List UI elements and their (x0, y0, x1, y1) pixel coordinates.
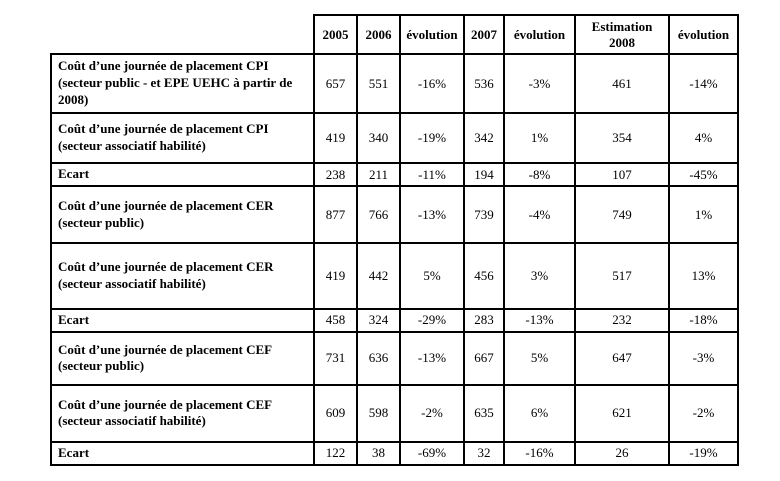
row-label: Ecart (50, 162, 315, 187)
value-cell: -3% (503, 53, 576, 114)
value-cell: 461 (574, 53, 670, 114)
value-cell: -16% (399, 53, 465, 114)
value-cell: -13% (399, 185, 465, 244)
value-cell: 749 (574, 185, 670, 244)
value-cell: 456 (463, 242, 505, 310)
value-cell: 621 (574, 383, 670, 443)
corner-cell (51, 15, 314, 54)
value-cell: -13% (503, 308, 576, 333)
value-cell: 324 (356, 308, 401, 333)
value-cell: 609 (313, 383, 358, 443)
value-cell: 739 (463, 185, 505, 244)
value-cell: -13% (399, 330, 465, 386)
value-cell: -29% (399, 308, 465, 333)
value-cell: -2% (399, 383, 465, 443)
value-cell: 5% (399, 242, 465, 310)
header-cell-2007: 2007 (463, 14, 505, 55)
value-cell: -19% (399, 112, 465, 164)
value-cell: 647 (574, 330, 670, 386)
table-row: Coût d’une journée de placement CER (sec… (50, 242, 739, 310)
value-cell: -19% (668, 440, 739, 466)
value-cell: -18% (668, 308, 739, 333)
value-cell: 211 (356, 162, 401, 187)
header-row: 2005 2006 évolution 2007 évolution Estim… (51, 14, 739, 55)
placement-cost-table: 2005 2006 évolution 2007 évolution Estim… (50, 14, 739, 466)
table-row: Coût d’une journée de placement CER (sec… (50, 185, 739, 244)
value-cell: 766 (356, 185, 401, 244)
header-cell-evolution-3: évolution (668, 14, 739, 55)
value-cell: 419 (313, 242, 358, 310)
value-cell: 38 (356, 440, 401, 466)
table-row: Coût d’une journée de placement CEF (sec… (50, 330, 739, 386)
value-cell: 5% (503, 330, 576, 386)
value-cell: 1% (668, 185, 739, 244)
value-cell: 4% (668, 112, 739, 164)
table-body: Coût d’une journée de placement CPI (sec… (50, 53, 739, 466)
value-cell: 283 (463, 308, 505, 333)
value-cell: 667 (463, 330, 505, 386)
value-cell: 6% (503, 383, 576, 443)
value-cell: -45% (668, 162, 739, 187)
value-cell: 3% (503, 242, 576, 310)
row-label: Coût d’une journée de placement CER (sec… (50, 185, 315, 244)
value-cell: 636 (356, 330, 401, 386)
value-cell: 1% (503, 112, 576, 164)
value-cell: -69% (399, 440, 465, 466)
value-cell: 232 (574, 308, 670, 333)
value-cell: 354 (574, 112, 670, 164)
value-cell: 194 (463, 162, 505, 187)
value-cell: 26 (574, 440, 670, 466)
table-row: Coût d’une journée de placement CPI (sec… (50, 53, 739, 114)
header-cell-estimation-2008: Estimation 2008 (574, 14, 670, 55)
row-label: Coût d’une journée de placement CPI (sec… (50, 112, 315, 164)
value-cell: 458 (313, 308, 358, 333)
header-cell-2005: 2005 (313, 14, 358, 55)
ecart-row: Ecart 458 324 -29% 283 -13% 232 -18% (50, 308, 739, 333)
value-cell: -14% (668, 53, 739, 114)
value-cell: 419 (313, 112, 358, 164)
value-cell: 238 (313, 162, 358, 187)
ecart-row: Ecart 238 211 -11% 194 -8% 107 -45% (50, 162, 739, 187)
row-label: Coût d’une journée de placement CEF (sec… (50, 383, 315, 443)
value-cell: 598 (356, 383, 401, 443)
value-cell: -2% (668, 383, 739, 443)
header-cell-evolution-1: évolution (399, 14, 465, 55)
value-cell: -8% (503, 162, 576, 187)
value-cell: 517 (574, 242, 670, 310)
value-cell: 731 (313, 330, 358, 386)
value-cell: -11% (399, 162, 465, 187)
value-cell: 342 (463, 112, 505, 164)
value-cell: 107 (574, 162, 670, 187)
value-cell: 635 (463, 383, 505, 443)
table-row: Coût d’une journée de placement CPI (sec… (50, 112, 739, 164)
value-cell: 536 (463, 53, 505, 114)
value-cell: 442 (356, 242, 401, 310)
row-label: Coût d’une journée de placement CER (sec… (50, 242, 315, 310)
value-cell: 657 (313, 53, 358, 114)
value-cell: 340 (356, 112, 401, 164)
value-cell: 32 (463, 440, 505, 466)
ecart-row: Ecart 122 38 -69% 32 -16% 26 -19% (50, 440, 739, 466)
value-cell: 13% (668, 242, 739, 310)
header-cell-evolution-2: évolution (503, 14, 576, 55)
row-label: Ecart (50, 440, 315, 466)
row-label: Coût d’une journée de placement CEF (sec… (50, 330, 315, 386)
row-label: Ecart (50, 308, 315, 333)
value-cell: 122 (313, 440, 358, 466)
table-row: Coût d’une journée de placement CEF (sec… (50, 383, 739, 443)
value-cell: -3% (668, 330, 739, 386)
value-cell: 877 (313, 185, 358, 244)
row-label: Coût d’une journée de placement CPI (sec… (50, 53, 315, 114)
value-cell: -16% (503, 440, 576, 466)
value-cell: -4% (503, 185, 576, 244)
value-cell: 551 (356, 53, 401, 114)
header-cell-2006: 2006 (356, 14, 401, 55)
